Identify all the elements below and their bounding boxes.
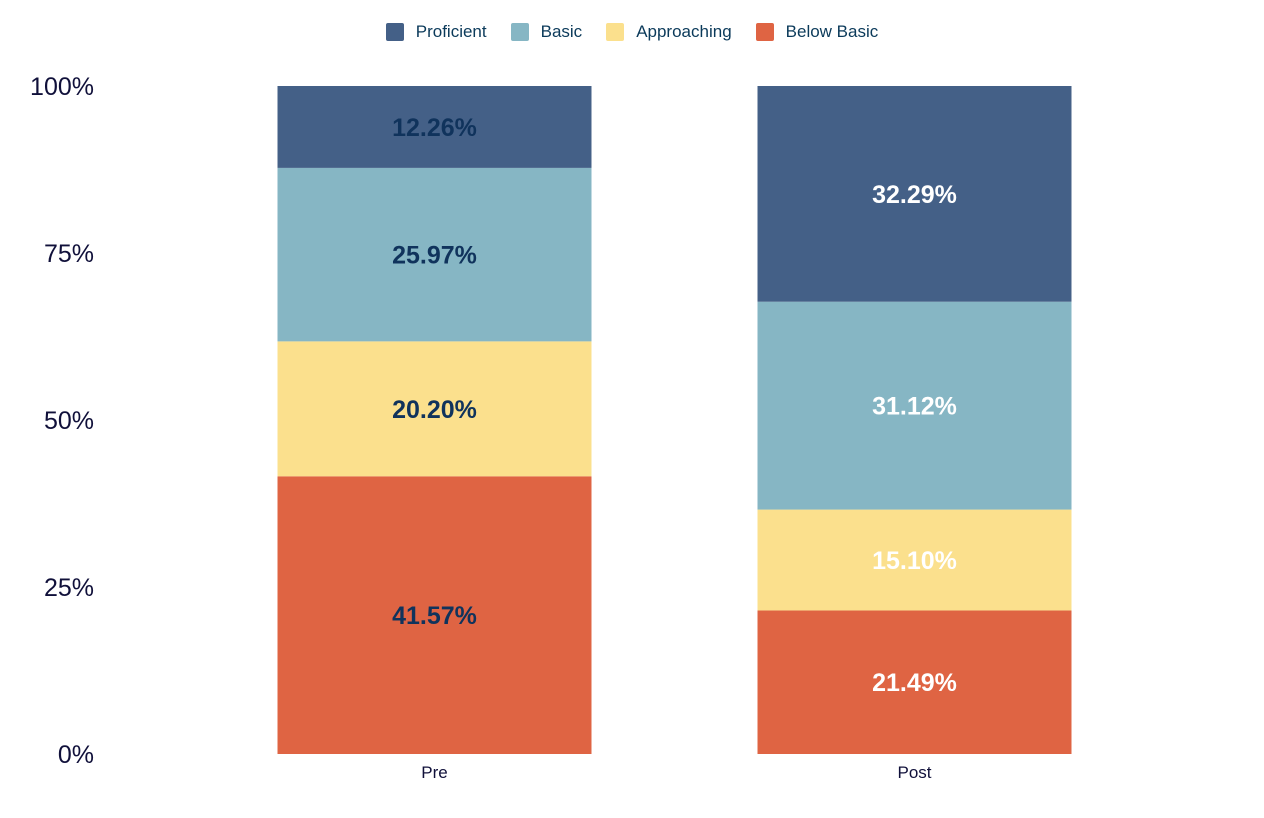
legend-item-below-basic[interactable]: Below Basic [755,22,879,42]
legend-label-basic: Basic [540,22,583,41]
legend-label-approaching: Approaching [636,22,732,41]
legend-label-below-basic: Below Basic [785,22,879,41]
bar-segment-basic-pre[interactable] [277,167,592,342]
legend-swatch-basic [510,23,529,41]
y-tick-label: 25% [44,574,94,602]
chart-legend: Proficient Basic Approaching Below Basic [0,22,1264,42]
y-tick-label: 100% [30,73,94,101]
legend-item-proficient[interactable]: Proficient [385,22,487,42]
legend-swatch-below-basic [755,23,774,41]
bar-segment-approaching-post[interactable] [757,509,1072,611]
data-label: 15.10% [872,547,957,575]
data-label: 32.29% [872,181,957,209]
bar-segment-below-basic-post[interactable] [757,610,1072,754]
data-label: 25.97% [392,242,477,270]
bars: 41.57% 20.20% 25.97% 12.26% 21.49% 15.10% 31.1… [277,86,1072,754]
bar-segment-proficient-post[interactable] [757,86,1072,302]
y-axis: 0% 25% 50% 75% 100% [30,73,94,769]
data-label: 21.49% [872,669,957,697]
y-tick-label: 75% [44,240,94,268]
legend-label-proficient: Proficient [415,22,487,41]
data-label: 31.12% [872,393,957,421]
bar-segment-basic-post[interactable] [757,301,1072,510]
bar-segment-proficient-pre[interactable] [277,86,592,168]
data-label: 41.57% [392,602,477,630]
legend-swatch-approaching [606,23,625,41]
legend-item-approaching[interactable]: Approaching [606,22,732,42]
data-label: 12.26% [392,114,477,142]
y-tick-label: 50% [44,407,94,435]
x-axis: Pre Post [421,763,932,782]
y-tick-label: 0% [58,741,94,769]
x-tick-label: Pre [421,763,447,782]
x-tick-label: Post [897,763,931,782]
legend-swatch-proficient [385,23,404,41]
bar-segment-approaching-pre[interactable] [277,341,592,477]
data-label: 20.20% [392,396,477,424]
bar-segment-below-basic-pre[interactable] [277,476,592,754]
legend-item-basic[interactable]: Basic [510,22,583,42]
